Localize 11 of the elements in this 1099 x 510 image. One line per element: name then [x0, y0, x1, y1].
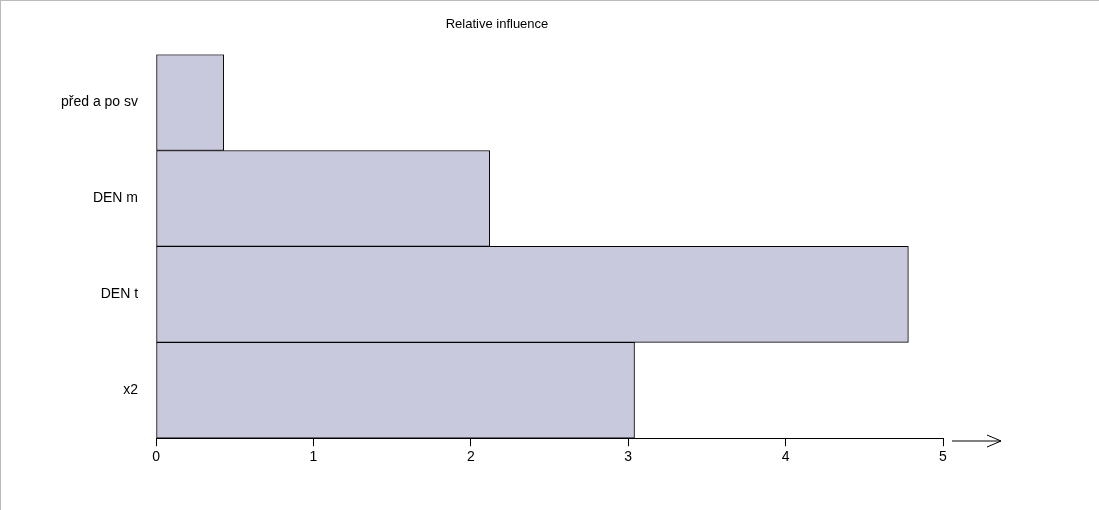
y-tick-label: x2 [123, 381, 139, 398]
y-tick-label: DEN m [92, 189, 139, 206]
y-tick-label: před a po sv [60, 93, 139, 110]
x-tick-label: 4 [781, 448, 790, 465]
x-tick-label: 1 [309, 448, 318, 465]
x-tick-label: 5 [939, 448, 948, 465]
x-tick-label: 2 [466, 448, 475, 465]
y-tick-label: DEN t [100, 285, 139, 302]
x-tick-label: 0 [152, 448, 161, 465]
chart-title: Relative influence [445, 16, 549, 32]
x-tick-label: 3 [624, 448, 633, 465]
